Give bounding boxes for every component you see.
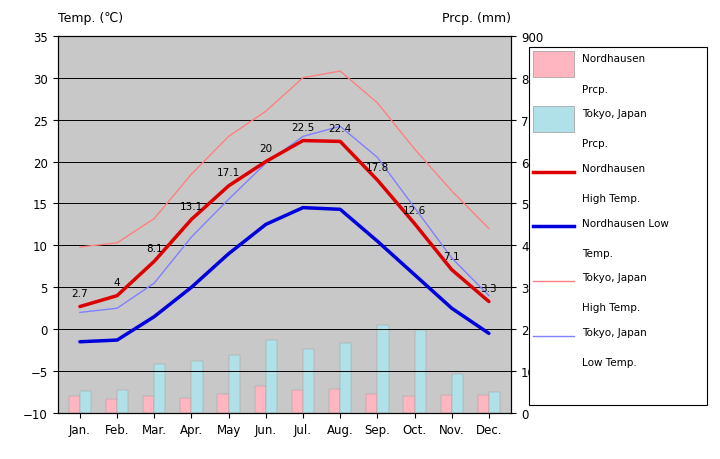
- Bar: [266, 340, 277, 413]
- Bar: [415, 331, 426, 413]
- Bar: [403, 397, 415, 413]
- Text: 22.4: 22.4: [328, 124, 352, 134]
- Bar: [255, 386, 266, 413]
- Bar: [340, 343, 351, 413]
- Bar: [366, 394, 377, 413]
- Bar: [451, 374, 463, 413]
- Bar: [192, 361, 202, 413]
- Text: Temp.: Temp.: [582, 248, 613, 258]
- Bar: [229, 355, 240, 413]
- Text: Tokyo, Japan: Tokyo, Japan: [582, 109, 647, 119]
- Text: 3.3: 3.3: [480, 284, 498, 293]
- Text: High Temp.: High Temp.: [582, 303, 640, 313]
- Text: Prcp.: Prcp.: [582, 84, 608, 95]
- Text: Low Temp.: Low Temp.: [582, 357, 636, 367]
- Bar: [478, 395, 489, 413]
- FancyBboxPatch shape: [533, 106, 575, 133]
- Bar: [292, 390, 303, 413]
- Text: 7.1: 7.1: [444, 252, 460, 262]
- Text: 2.7: 2.7: [71, 289, 89, 298]
- Text: 17.1: 17.1: [217, 168, 240, 178]
- Text: 8.1: 8.1: [146, 243, 163, 253]
- Text: 4: 4: [114, 278, 120, 288]
- Bar: [68, 397, 80, 413]
- Text: Tokyo, Japan: Tokyo, Japan: [582, 273, 647, 283]
- Text: Nordhausen: Nordhausen: [582, 163, 645, 174]
- Bar: [80, 392, 91, 413]
- Bar: [154, 364, 166, 413]
- Text: 13.1: 13.1: [180, 202, 203, 212]
- Bar: [180, 398, 192, 413]
- Text: Tokyo, Japan: Tokyo, Japan: [582, 327, 647, 337]
- Text: Nordhausen Low: Nordhausen Low: [582, 218, 669, 228]
- Bar: [489, 392, 500, 413]
- Text: Prcp. (mm): Prcp. (mm): [442, 12, 511, 25]
- FancyBboxPatch shape: [533, 52, 575, 78]
- Text: 22.5: 22.5: [292, 123, 315, 133]
- Bar: [217, 394, 229, 413]
- Bar: [143, 397, 154, 413]
- Bar: [303, 349, 314, 413]
- Text: Nordhausen: Nordhausen: [582, 54, 645, 64]
- Text: Prcp.: Prcp.: [582, 139, 608, 149]
- FancyBboxPatch shape: [529, 48, 707, 406]
- Text: 20: 20: [259, 144, 272, 154]
- Bar: [106, 399, 117, 413]
- Text: 12.6: 12.6: [403, 206, 426, 216]
- Bar: [117, 390, 128, 413]
- Text: Temp. (℃): Temp. (℃): [58, 12, 122, 25]
- Bar: [441, 396, 451, 413]
- Bar: [329, 389, 340, 413]
- Bar: [377, 325, 389, 413]
- Text: 17.8: 17.8: [366, 162, 389, 172]
- Text: High Temp.: High Temp.: [582, 194, 640, 203]
